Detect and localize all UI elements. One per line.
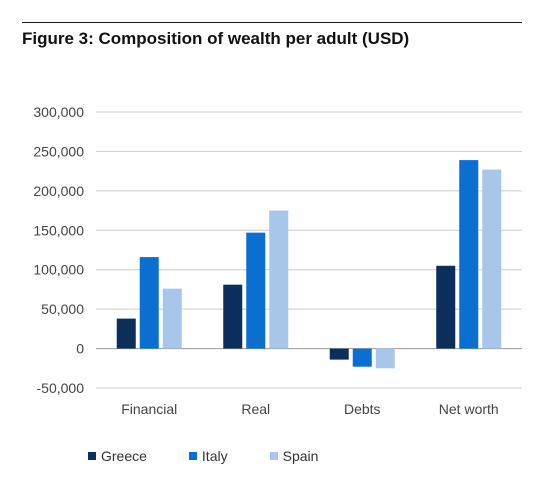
bar-italy-financial (139, 257, 159, 349)
top-rule (22, 22, 522, 23)
legend: Greece Italy Spain (88, 448, 360, 464)
y-tick-label: -50,000 (37, 380, 85, 396)
bar-spain-real (269, 210, 289, 349)
bar-greece-financial (116, 318, 136, 349)
bar-italy-real (246, 232, 266, 349)
bar-greece-debts (329, 348, 349, 360)
y-tick-label: 200,000 (33, 183, 84, 199)
legend-swatch-spain (269, 452, 278, 460)
bar-chart: 300,000 250,000 200,000 150,000 100,000 50,00… (33, 104, 522, 417)
legend-label-greece: Greece (101, 448, 147, 464)
bar-spain-debts (375, 348, 395, 369)
bar-spain-net-worth (482, 169, 502, 349)
x-category-label: Financial (121, 401, 177, 417)
x-category-label: Net worth (439, 401, 499, 417)
legend-item-spain: Spain (269, 448, 319, 464)
y-tick-label: 0 (76, 341, 84, 357)
bar-spain-financial (162, 288, 182, 349)
bar-greece-net-worth (436, 265, 456, 349)
y-tick-label: 50,000 (41, 301, 84, 317)
chart-title: Figure 3: Composition of wealth per adul… (22, 29, 410, 48)
y-tick-label: 250,000 (33, 143, 84, 159)
legend-swatch-italy (188, 452, 197, 460)
bar-italy-net-worth (459, 160, 479, 349)
y-tick-label: 150,000 (33, 222, 84, 238)
bar-italy-debts (352, 348, 372, 367)
x-category-label: Real (241, 401, 270, 417)
legend-swatch-greece (88, 452, 96, 460)
legend-item-greece: Greece (88, 448, 147, 464)
x-category-label: Debts (344, 401, 381, 417)
y-tick-label: 300,000 (33, 104, 84, 120)
y-tick-label: 100,000 (33, 262, 84, 278)
legend-item-italy: Italy (188, 448, 228, 464)
legend-label-spain: Spain (282, 448, 319, 464)
legend-label-italy: Italy (201, 448, 228, 464)
bar-greece-real (223, 284, 243, 349)
